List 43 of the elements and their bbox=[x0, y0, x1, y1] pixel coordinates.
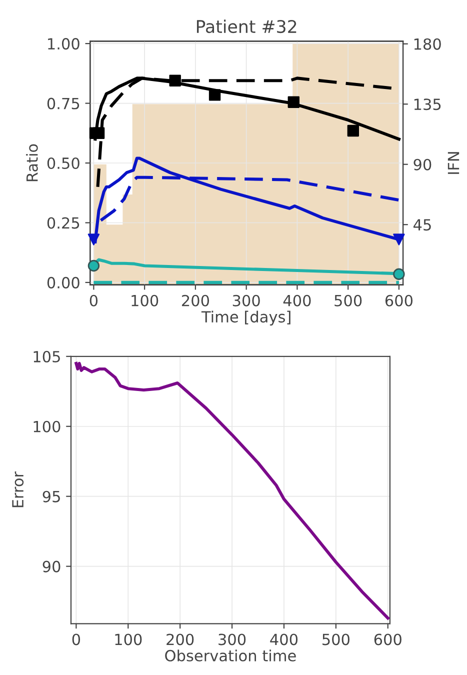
y-tick-label: 0.75 bbox=[47, 98, 80, 110]
x-tick-label: 0 bbox=[72, 634, 80, 646]
x-tick-label: 600 bbox=[385, 294, 413, 306]
y-tick-label: 0.00 bbox=[47, 276, 80, 288]
y-axis-title: Error bbox=[12, 471, 24, 508]
y-tick-label: 105 bbox=[34, 350, 60, 362]
point bbox=[347, 124, 360, 137]
point bbox=[169, 74, 181, 86]
x-tick-label: 100 bbox=[115, 634, 142, 646]
point bbox=[208, 89, 221, 101]
x-tick-label: 400 bbox=[270, 634, 298, 646]
x-tick-label: 400 bbox=[283, 294, 311, 306]
point bbox=[393, 234, 405, 246]
x-tick-label: 600 bbox=[374, 634, 402, 646]
x-tick-label: 200 bbox=[182, 294, 210, 306]
x-axis-title: Time [days] bbox=[201, 310, 290, 326]
x-tick-label: 100 bbox=[132, 294, 158, 306]
y2-tick-label: 135 bbox=[414, 98, 441, 110]
chart-title: Patient #32 bbox=[196, 20, 296, 34]
y-tick-label: 0.25 bbox=[47, 217, 80, 229]
y2-axis-title: IFN bbox=[448, 152, 460, 174]
y-tick-label: 100 bbox=[34, 420, 60, 432]
line-series bbox=[74, 362, 390, 620]
x-tick-label: 500 bbox=[322, 634, 350, 646]
y2-tick-label: 45 bbox=[413, 219, 431, 231]
point bbox=[88, 234, 100, 246]
x-tick-label: 200 bbox=[166, 634, 194, 646]
y-tick-label: 95 bbox=[42, 490, 60, 502]
point bbox=[393, 268, 405, 280]
y-axis-title: Ratio bbox=[26, 144, 38, 182]
point bbox=[88, 260, 100, 272]
x-tick-label: 300 bbox=[218, 634, 246, 646]
y2-tick-label: 180 bbox=[414, 38, 441, 50]
y-tick-label: 1.00 bbox=[48, 38, 80, 50]
point bbox=[92, 127, 105, 139]
point bbox=[288, 96, 300, 108]
x-tick-label: 500 bbox=[334, 294, 362, 306]
y-tick-label: 0.50 bbox=[47, 157, 80, 170]
x-axis-title: Observation time bbox=[165, 650, 296, 662]
x-tick-label: 300 bbox=[232, 294, 260, 306]
y2-tick-label: 90 bbox=[414, 158, 432, 170]
x-tick-label: 0 bbox=[90, 294, 98, 306]
y-tick-label: 90 bbox=[42, 560, 60, 572]
